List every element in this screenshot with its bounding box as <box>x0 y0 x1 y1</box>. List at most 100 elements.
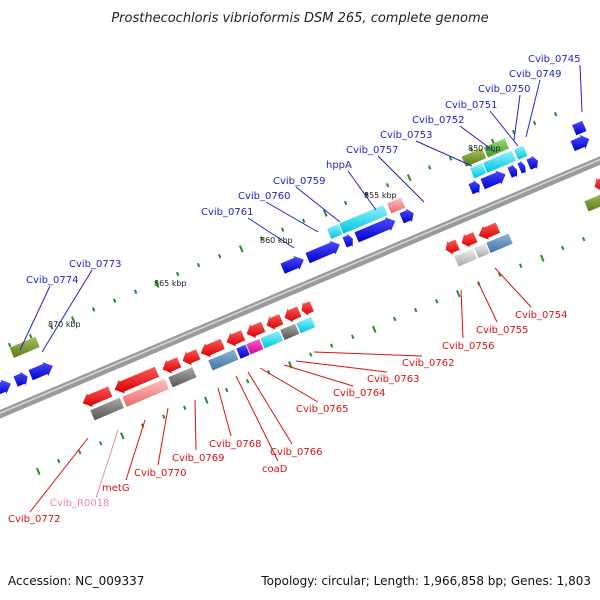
gene-arrow[interactable] <box>387 197 406 214</box>
leader-line <box>579 64 583 113</box>
gene-arrow[interactable] <box>208 349 239 371</box>
gene-arrow[interactable] <box>246 338 264 355</box>
gene-arrow[interactable] <box>200 338 225 358</box>
leader-line <box>295 360 388 373</box>
gene-arrow[interactable] <box>483 138 510 158</box>
leader-line <box>313 351 423 357</box>
tick-mark <box>406 174 412 182</box>
leader-line <box>513 94 521 141</box>
tick-mark <box>7 342 12 348</box>
gene-arrow[interactable] <box>480 170 506 190</box>
tick-mark <box>372 325 377 333</box>
label-cvib-0759: Cvib_0759 <box>273 176 325 187</box>
gene-arrow[interactable] <box>90 397 124 421</box>
gene-arrow[interactable] <box>305 240 340 264</box>
tick-mark <box>301 218 306 223</box>
label-cvib-0760: Cvib_0760 <box>238 191 290 202</box>
label-cvib-0757: Cvib_0757 <box>346 145 398 156</box>
gene-arrow[interactable] <box>454 248 477 267</box>
label-cvib-0754: Cvib_0754 <box>515 310 567 321</box>
gene-arrow[interactable] <box>470 163 487 179</box>
gene-arrow[interactable] <box>517 160 526 174</box>
tick-mark <box>112 298 117 303</box>
tick-mark <box>582 236 586 242</box>
leader-line <box>283 364 354 387</box>
accession-text: Accession: NC_009337 <box>8 574 145 588</box>
tick-mark <box>225 387 229 393</box>
gene-arrow[interactable] <box>162 357 182 374</box>
gene-arrow[interactable] <box>445 239 460 255</box>
gene-arrow[interactable] <box>182 349 201 366</box>
gene-arrow[interactable] <box>468 179 480 195</box>
gene-arrow[interactable] <box>296 316 316 334</box>
gene-arrow[interactable] <box>266 314 284 330</box>
gene-arrow[interactable] <box>226 330 246 347</box>
leader-line <box>295 186 341 223</box>
leader-line <box>247 371 293 445</box>
gene-arrow[interactable] <box>526 155 538 170</box>
tick-mark <box>553 111 558 117</box>
gene-arrow[interactable] <box>461 232 478 248</box>
gene-arrow[interactable] <box>461 148 487 167</box>
gene-arrow[interactable] <box>486 233 513 254</box>
gene-arrow[interactable] <box>572 120 587 136</box>
label-cvib-0764: Cvib_0764 <box>333 388 385 399</box>
gene-arrow[interactable] <box>584 192 600 212</box>
tick-mark <box>364 191 369 197</box>
label-cvib-0770: Cvib_0770 <box>134 468 186 479</box>
tick-mark <box>561 245 565 251</box>
gene-arrow[interactable] <box>168 367 197 388</box>
tick-mark <box>330 343 334 348</box>
tick-mark <box>36 467 41 475</box>
gene-arrow[interactable] <box>122 378 169 407</box>
gene-arrow[interactable] <box>82 386 113 408</box>
tick-mark <box>414 307 418 313</box>
gene-arrow[interactable] <box>28 362 53 381</box>
tick-mark <box>519 263 523 268</box>
gene-arrow[interactable] <box>594 176 600 191</box>
tick-mark <box>57 458 61 464</box>
gene-arrow[interactable] <box>507 163 518 178</box>
label-cvib-0765: Cvib_0765 <box>296 404 348 415</box>
gene-arrow[interactable] <box>0 379 11 397</box>
gene-arrow[interactable] <box>478 222 501 240</box>
gene-arrow[interactable] <box>246 321 266 338</box>
gene-arrow[interactable] <box>9 336 40 358</box>
gene-arrow[interactable] <box>342 233 353 248</box>
gene-arrow[interactable] <box>354 217 396 243</box>
gene-arrow[interactable] <box>280 323 300 341</box>
label-cvib-0752: Cvib_0752 <box>412 115 464 126</box>
tick-mark <box>540 254 545 262</box>
tick-mark <box>448 156 453 161</box>
gene-arrow[interactable] <box>280 255 304 274</box>
gene-arrow[interactable] <box>514 145 528 160</box>
tick-mark <box>246 378 250 384</box>
scale-label-850: 850 kbp <box>468 144 501 153</box>
leader-line <box>494 267 532 308</box>
leader-line <box>194 399 197 451</box>
gene-arrow[interactable] <box>236 344 250 359</box>
gene-arrow[interactable] <box>260 330 283 349</box>
tick-mark <box>162 414 166 419</box>
label-cvib-0774: Cvib_0774 <box>26 275 78 286</box>
scale-label-870: 870 kbp <box>48 320 81 329</box>
label-cvib-0773: Cvib_0773 <box>69 259 121 270</box>
label-cvib-0745: Cvib_0745 <box>528 54 580 65</box>
gene-arrow[interactable] <box>327 224 343 239</box>
tick-mark <box>532 120 537 126</box>
leader-line <box>247 217 295 249</box>
label-cvib-0768: Cvib_0768 <box>209 439 261 450</box>
gene-arrow[interactable] <box>114 366 160 394</box>
gene-arrow[interactable] <box>13 371 28 387</box>
gene-arrow[interactable] <box>399 208 414 224</box>
genome-backbone <box>0 156 600 419</box>
gene-arrow[interactable] <box>284 306 302 323</box>
gene-arrow[interactable] <box>570 134 590 152</box>
gene-arrow[interactable] <box>339 205 388 234</box>
gene-arrow[interactable] <box>483 150 516 173</box>
leader-line <box>95 429 119 499</box>
gene-arrow[interactable] <box>474 243 490 258</box>
upper-gene-labels: Cvib_0745 Cvib_0749 Cvib_0750 Cvib_0751 … <box>26 54 580 286</box>
leader-line <box>460 289 464 339</box>
gene-arrow[interactable] <box>301 301 314 316</box>
